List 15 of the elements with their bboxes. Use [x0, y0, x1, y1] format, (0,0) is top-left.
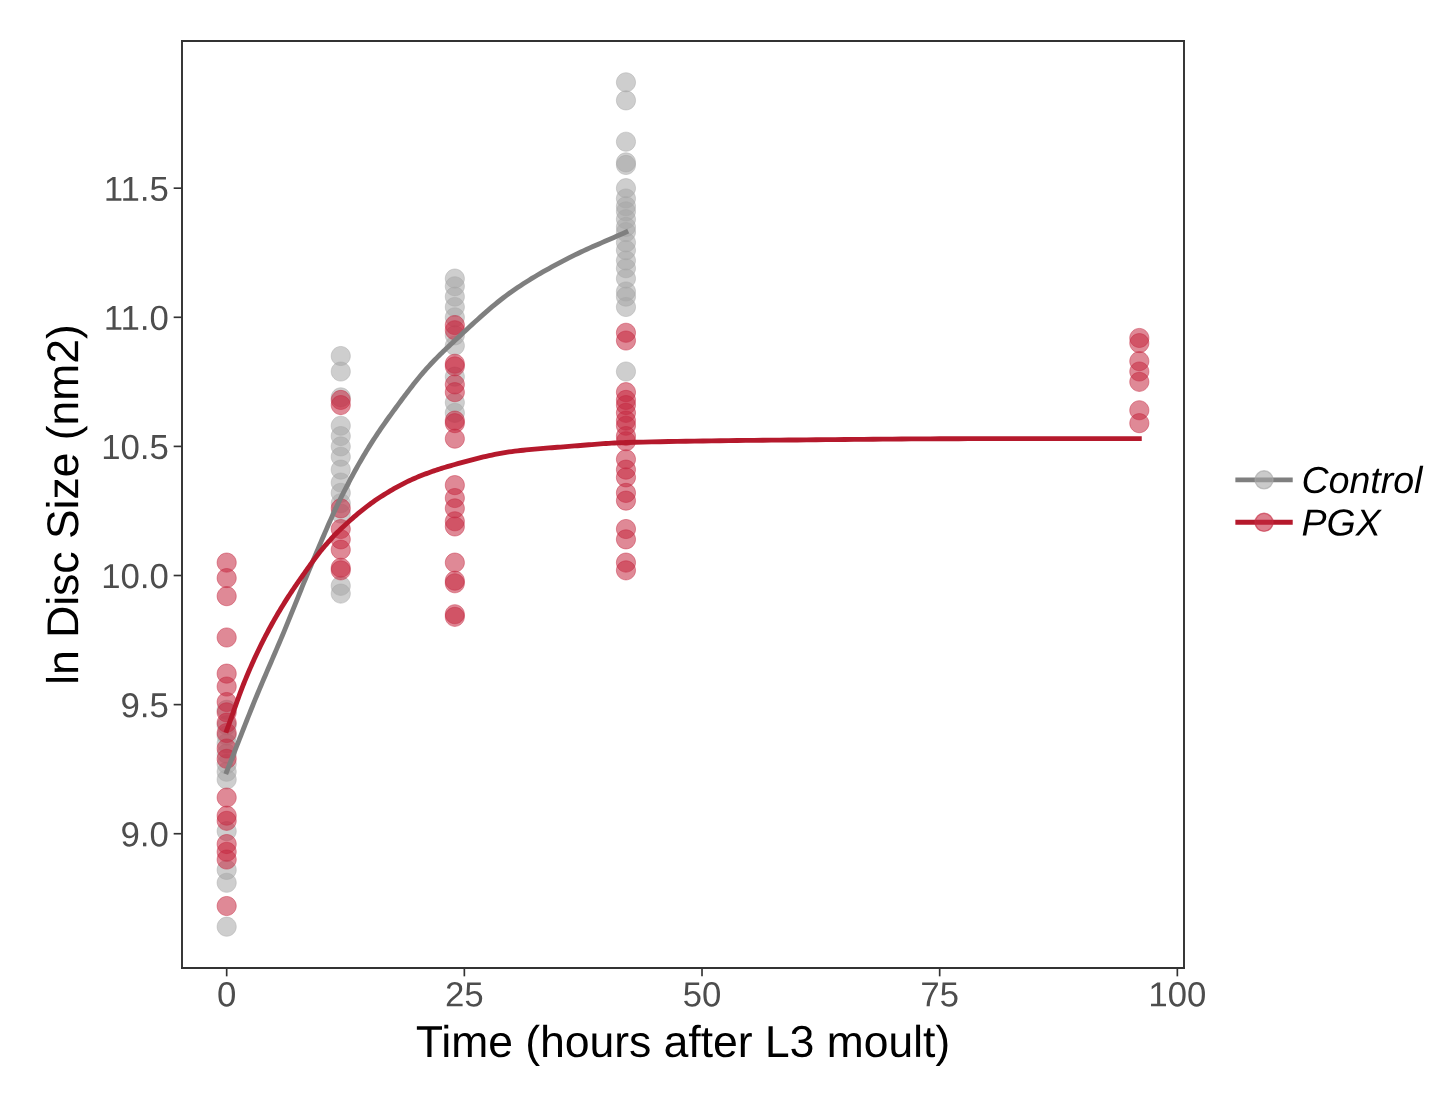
y-tick-label: 11.0 [106, 305, 168, 331]
legend-label: PGX [1302, 509, 1382, 536]
x-tick-label: 0 [218, 982, 235, 1007]
x-tick-label: 25 [446, 982, 483, 1007]
y-axis-title: ln Disc Size (nm2) [45, 326, 88, 682]
x-tick-label: 75 [922, 982, 958, 1007]
x-tick-label: 50 [684, 982, 720, 1007]
legend-label: Control [1303, 465, 1424, 494]
y-tick-label: 10.0 [103, 563, 168, 589]
y-tick-label: 11.5 [106, 176, 168, 202]
y-tick-label: 10.5 [103, 434, 168, 460]
x-tick-label: 100 [1151, 982, 1205, 1007]
y-tick-label: 9.0 [122, 822, 168, 847]
x-axis-title: Time (hours after L3 moult) [416, 1024, 948, 1067]
y-tick-label: 9.5 [122, 692, 168, 718]
